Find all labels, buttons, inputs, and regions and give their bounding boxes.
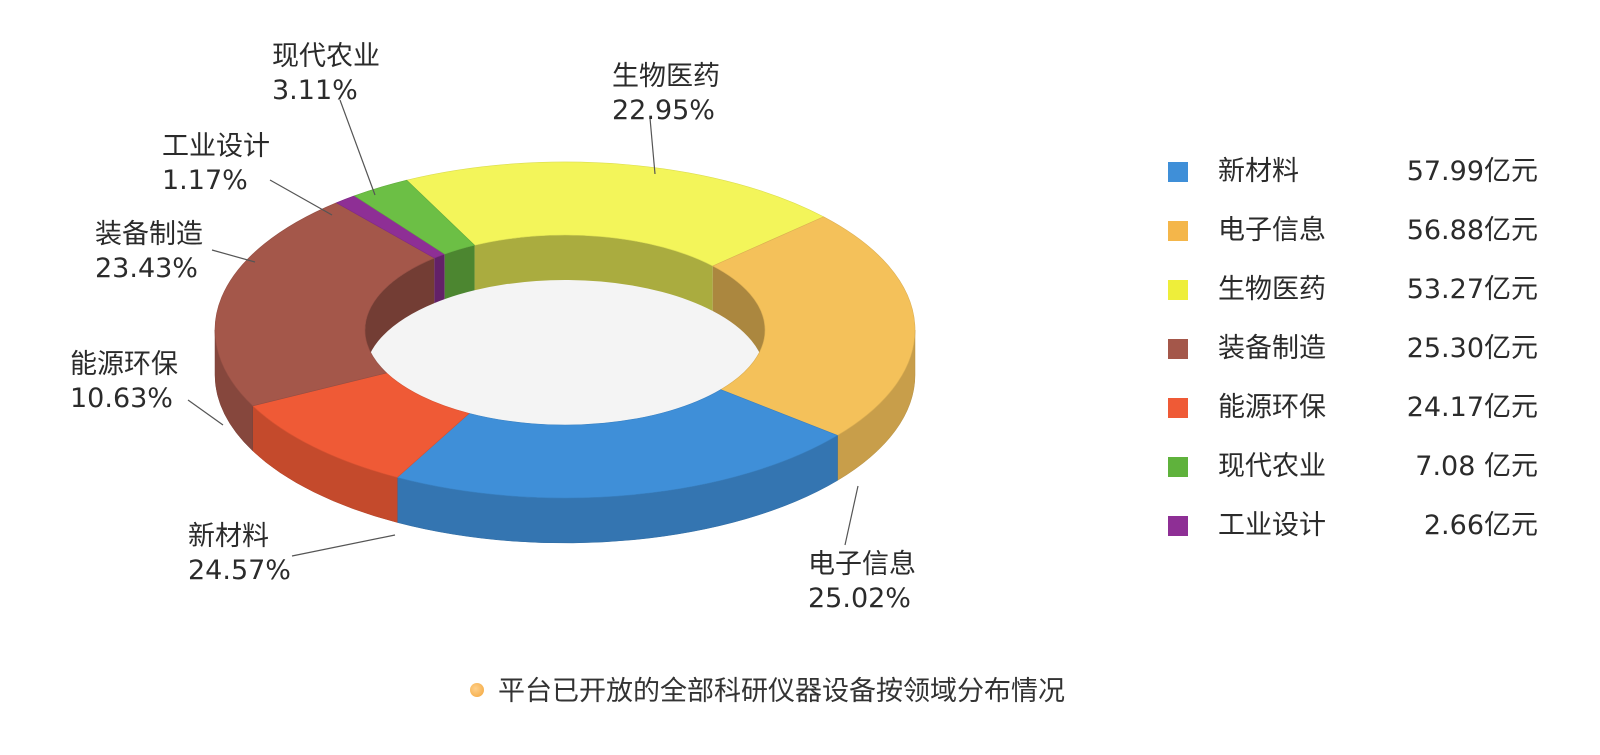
chart-legend: 新材料 57.99亿元电子信息 56.88亿元生物医药 53.27亿元装备制造 25.3…	[1168, 142, 1568, 555]
legend-item: 生物医药 53.27亿元	[1168, 260, 1568, 319]
slice-label-percent: 10.63%	[70, 383, 173, 414]
leader-line-生物医药	[649, 117, 656, 175]
legend-item: 现代农业 7.08 亿元	[1168, 437, 1568, 496]
donut-inner-现代农业	[444, 245, 475, 300]
legend-value: 53.27亿元	[1406, 274, 1538, 305]
donut-inner-电子信息	[712, 265, 765, 375]
legend-swatch	[1168, 280, 1188, 300]
slice-label-name: 工业设计	[162, 131, 270, 162]
donut-slice-电子信息	[712, 216, 916, 436]
leader-lines	[187, 99, 859, 557]
slice-label: 电子信息 25.02%	[808, 548, 916, 616]
leader-line-工业设计	[269, 179, 333, 216]
legend-swatch	[1168, 457, 1188, 477]
legend-value: 7.08 亿元	[1415, 451, 1538, 482]
donut-inner-装备制造	[365, 258, 435, 375]
donut-top-faces	[214, 161, 916, 499]
slice-label: 工业设计 1.17%	[162, 130, 270, 198]
legend-name: 现代农业	[1218, 451, 1326, 482]
slice-label: 装备制造 23.43%	[95, 218, 203, 286]
slice-label: 现代农业 3.11%	[272, 40, 380, 108]
donut-slice-装备制造	[214, 202, 436, 407]
slice-label-percent: 24.57%	[188, 555, 291, 586]
chart-caption: 平台已开放的全部科研仪器设备按领域分布情况	[470, 672, 1065, 712]
legend-name: 生物医药	[1218, 274, 1326, 305]
legend-value: 2.66亿元	[1423, 510, 1538, 541]
leader-line-装备制造	[211, 249, 256, 263]
legend-swatch	[1168, 339, 1188, 359]
legend-swatch	[1168, 398, 1188, 418]
donut-hole	[369, 247, 761, 429]
legend-item: 电子信息 56.88亿元	[1168, 201, 1568, 260]
slice-label-percent: 25.02%	[808, 583, 911, 614]
legend-swatch	[1168, 221, 1188, 241]
slice-label-percent: 22.95%	[612, 95, 715, 126]
legend-value: 57.99亿元	[1406, 156, 1538, 187]
donut-inner-walls	[365, 235, 765, 375]
slice-label-percent: 23.43%	[95, 253, 198, 284]
donut-inner-生物医药	[474, 235, 713, 311]
slice-label-name: 新材料	[188, 521, 269, 552]
slice-label-percent: 3.11%	[272, 75, 358, 106]
donut-outer-walls	[214, 329, 916, 544]
slice-label: 能源环保 10.63%	[70, 348, 178, 416]
donut-slice-新材料	[396, 389, 839, 499]
legend-item: 能源环保 24.17亿元	[1168, 378, 1568, 437]
caption-bullet-icon	[470, 682, 484, 697]
slice-label-name: 能源环保	[70, 349, 178, 380]
slice-label-name: 电子信息	[808, 549, 916, 580]
donut-slice-生物医药	[406, 161, 825, 267]
legend-item: 工业设计 2.66亿元	[1168, 496, 1568, 555]
leader-line-电子信息	[844, 485, 859, 546]
donut-inner-工业设计	[434, 254, 445, 304]
legend-swatch	[1168, 162, 1188, 182]
legend-name: 电子信息	[1218, 215, 1326, 246]
leader-line-能源环保	[187, 399, 224, 426]
legend-name: 新材料	[1218, 156, 1299, 187]
caption-text: 平台已开放的全部科研仪器设备按领域分布情况	[498, 676, 1065, 707]
legend-value: 25.30亿元	[1406, 333, 1538, 364]
legend-name: 工业设计	[1218, 510, 1326, 541]
slice-label-name: 现代农业	[272, 41, 380, 72]
slice-label-percent: 1.17%	[162, 165, 248, 196]
legend-item: 装备制造 25.30亿元	[1168, 319, 1568, 378]
slice-label-name: 装备制造	[95, 219, 203, 250]
slice-label: 生物医药 22.95%	[612, 60, 720, 128]
legend-name: 装备制造	[1218, 333, 1326, 364]
legend-value: 56.88亿元	[1406, 215, 1538, 246]
leader-line-新材料	[291, 534, 396, 557]
slice-label-name: 生物医药	[612, 61, 720, 92]
legend-name: 能源环保	[1218, 392, 1326, 423]
legend-value: 24.17亿元	[1406, 392, 1538, 423]
slice-label: 新材料 24.57%	[188, 520, 291, 588]
legend-swatch	[1168, 516, 1188, 536]
leader-line-现代农业	[339, 99, 376, 196]
legend-item: 新材料 57.99亿元	[1168, 142, 1568, 201]
donut-slice-现代农业	[353, 179, 476, 255]
